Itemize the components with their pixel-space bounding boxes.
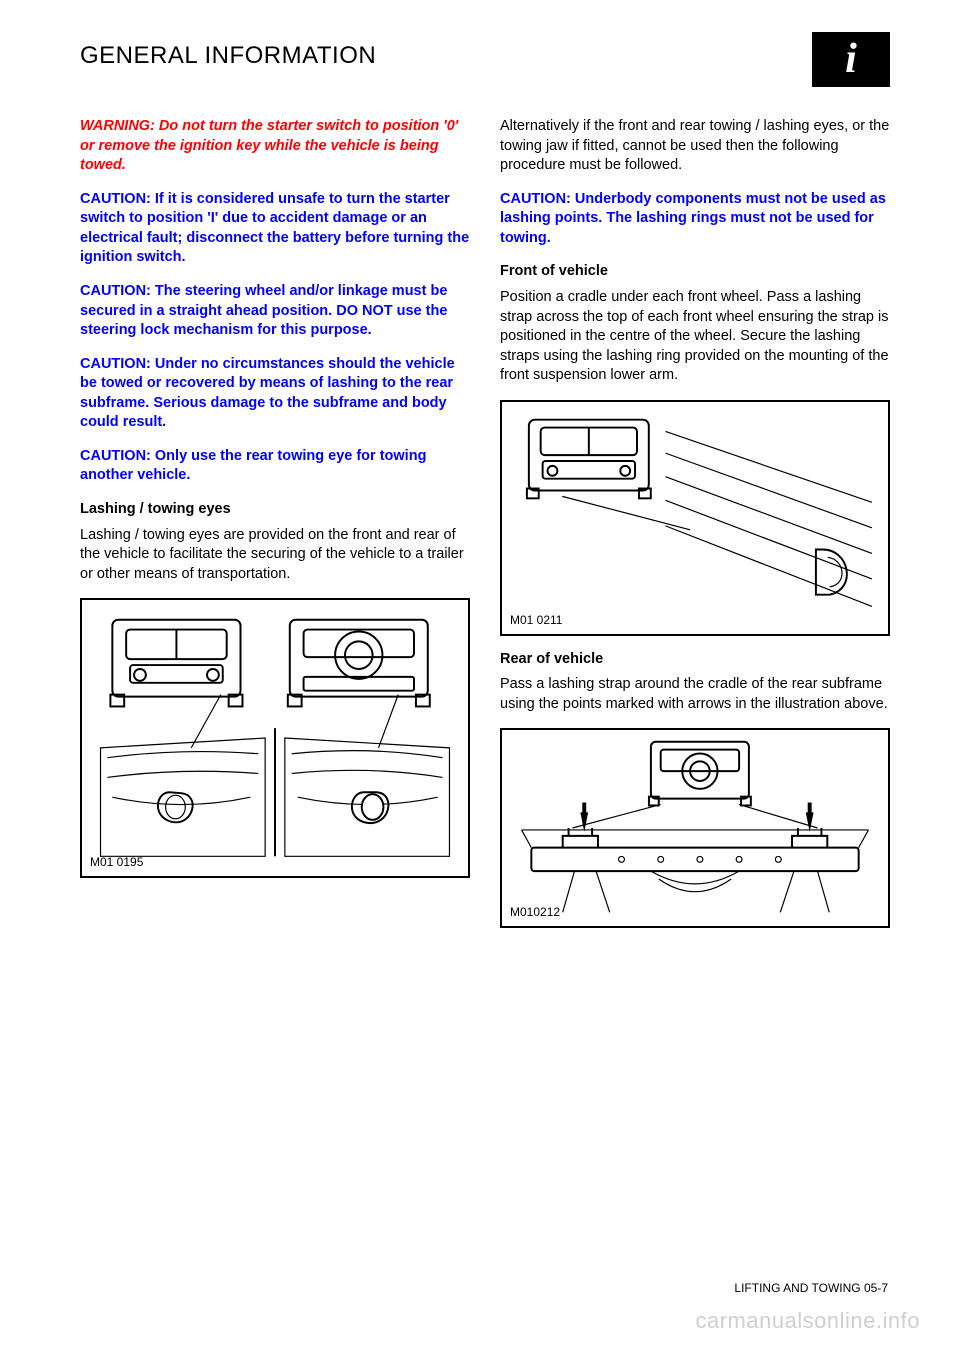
info-icon: i bbox=[812, 32, 890, 87]
caution-text-3: CAUTION: Under no circumstances should t… bbox=[80, 355, 470, 433]
figure-1-label: M01 0195 bbox=[90, 854, 143, 870]
front-heading: Front of vehicle bbox=[500, 262, 890, 282]
page-header: GENERAL INFORMATION i bbox=[80, 40, 890, 87]
right-column: Alternatively if the front and rear towi… bbox=[500, 117, 890, 942]
left-column: WARNING: Do not turn the starter switch … bbox=[80, 117, 470, 942]
rear-text: Pass a lashing strap around the cradle o… bbox=[500, 675, 890, 714]
page-footer: LIFTING AND TOWING 05-7 bbox=[734, 1280, 888, 1296]
figure-3-label: M010212 bbox=[510, 904, 560, 920]
caution-underbody: CAUTION: Underbody components must not b… bbox=[500, 190, 890, 249]
content-columns: WARNING: Do not turn the starter switch … bbox=[80, 117, 890, 942]
lashing-heading: Lashing / towing eyes bbox=[80, 500, 470, 520]
caution-text-4: CAUTION: Only use the rear towing eye fo… bbox=[80, 447, 470, 486]
figure-front-lashing: M01 0211 bbox=[500, 400, 890, 636]
figure-1-svg bbox=[82, 600, 468, 876]
figure-towing-eyes: M01 0195 bbox=[80, 598, 470, 878]
caution-text-2: CAUTION: The steering wheel and/or linka… bbox=[80, 282, 470, 341]
caution-text-1: CAUTION: If it is considered unsafe to t… bbox=[80, 190, 470, 268]
figure-3-svg bbox=[502, 730, 888, 926]
figure-rear-subframe: M010212 bbox=[500, 728, 890, 928]
lashing-intro: Lashing / towing eyes are provided on th… bbox=[80, 526, 470, 585]
right-intro: Alternatively if the front and rear towi… bbox=[500, 117, 890, 176]
figure-2-svg bbox=[502, 402, 888, 634]
info-icon-glyph: i bbox=[845, 31, 857, 88]
front-text: Position a cradle under each front wheel… bbox=[500, 288, 890, 386]
page-title: GENERAL INFORMATION bbox=[80, 40, 376, 72]
warning-text: WARNING: Do not turn the starter switch … bbox=[80, 117, 470, 176]
rear-heading: Rear of vehicle bbox=[500, 650, 890, 670]
page-root: GENERAL INFORMATION i WARNING: Do not tu… bbox=[0, 0, 960, 982]
watermark: carmanualsonline.info bbox=[695, 1306, 920, 1336]
figure-2-label: M01 0211 bbox=[510, 612, 562, 628]
